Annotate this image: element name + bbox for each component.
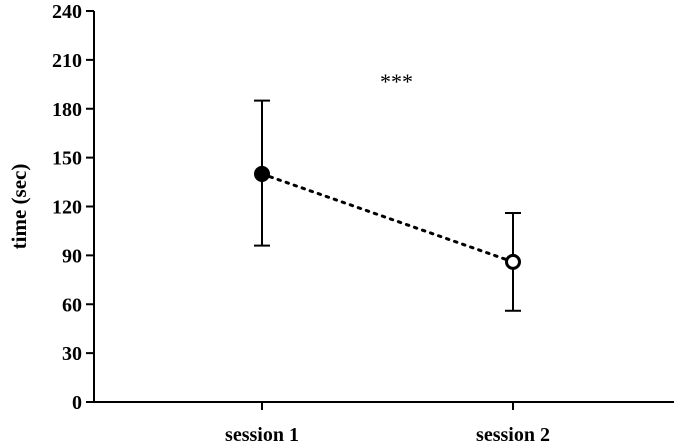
- y-axis: 0 30 60 90 120 150 180 210 240: [52, 1, 95, 414]
- y-tick-label: 210: [52, 50, 82, 72]
- data-point: [505, 253, 521, 270]
- x-tick-label: session 1: [225, 424, 299, 444]
- y-tick-label: 30: [62, 343, 82, 365]
- data-point: [254, 165, 270, 182]
- series-line: [260, 172, 515, 264]
- x-axis: session 1 session 2: [93, 401, 674, 444]
- significance-annotation: ***: [380, 69, 413, 94]
- y-tick-label: 180: [52, 99, 82, 121]
- y-tick-label: 150: [52, 148, 82, 170]
- y-tick-label: 90: [62, 245, 82, 267]
- y-tick-label: 0: [72, 392, 82, 414]
- y-tick-label: 120: [52, 197, 82, 219]
- y-tick-label: 60: [62, 294, 82, 316]
- y-axis-title: time (sec): [7, 164, 31, 250]
- y-tick-label: 240: [52, 1, 82, 23]
- x-tick-label: session 2: [476, 424, 550, 444]
- plot-area: ***: [254, 69, 521, 312]
